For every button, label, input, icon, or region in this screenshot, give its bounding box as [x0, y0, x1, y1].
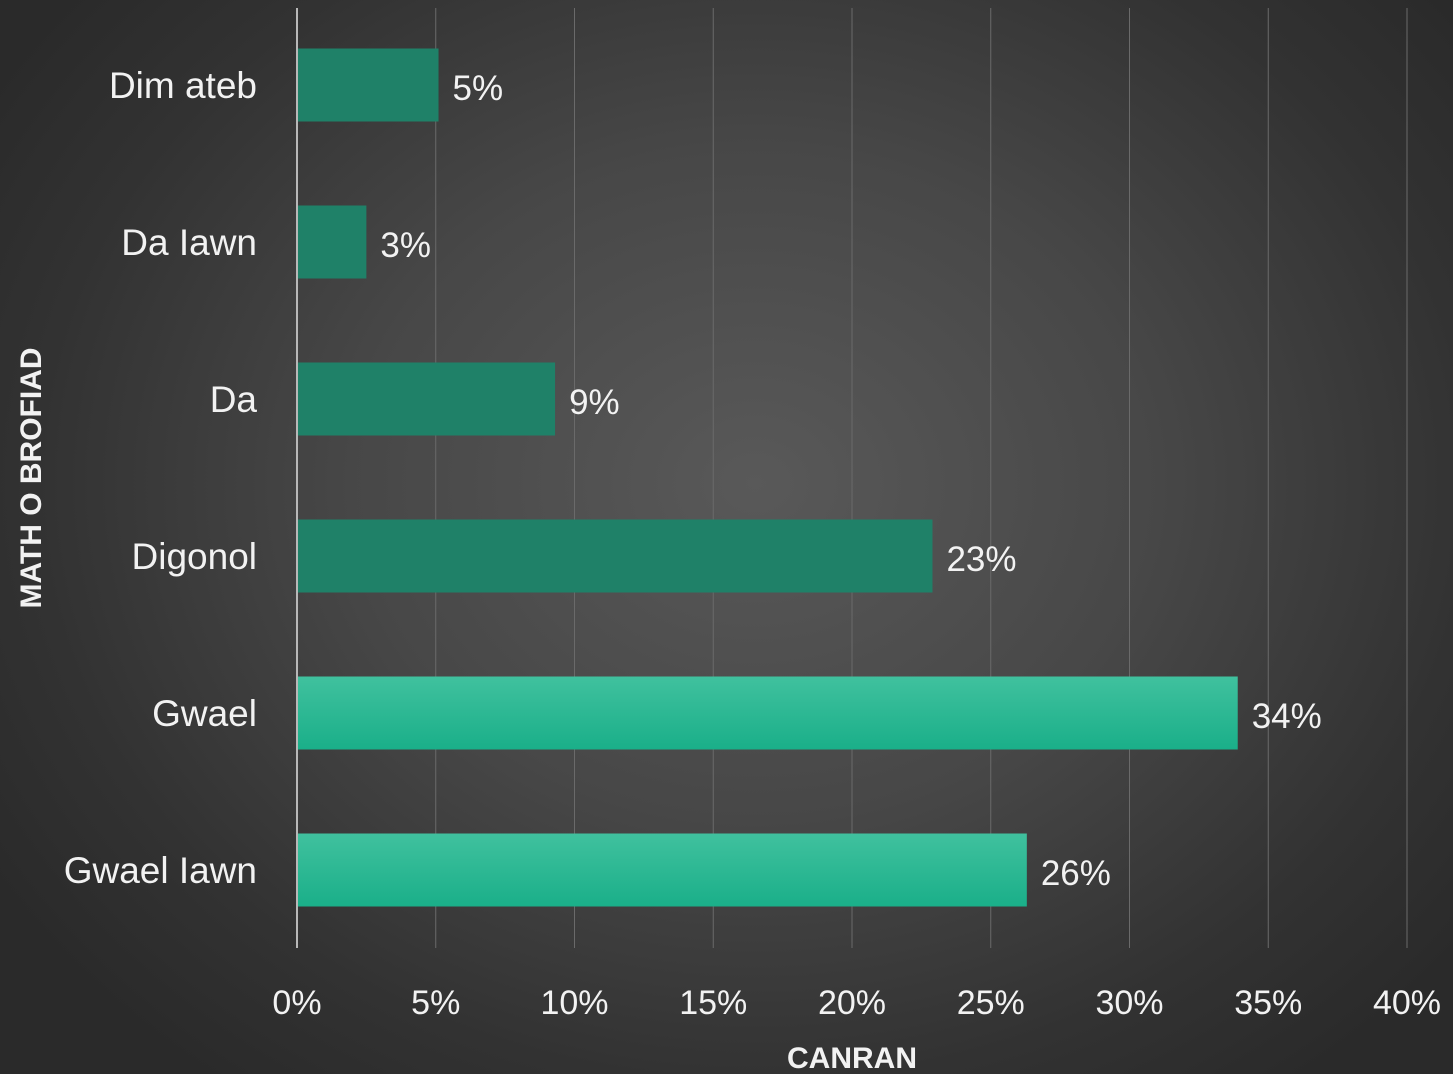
x-axis-title: CANRAN	[787, 1042, 917, 1074]
category-label-da-iawn: Da Iawn	[121, 222, 257, 263]
category-label-gwael-iawn: Gwael Iawn	[64, 850, 257, 891]
x-tick-labels: 0% 5% 10% 15% 20% 25% 30% 35% 40%	[272, 984, 1441, 1022]
x-tick-label-20: 20%	[818, 984, 886, 1022]
gridlines	[435, 8, 1408, 948]
bar-gwael	[297, 676, 1238, 750]
y-axis-title: MATH O BROFIAD	[15, 347, 48, 608]
bar-da-iawn	[297, 205, 367, 279]
data-labels: 5% 3% 9% 23% 34% 26%	[380, 69, 1321, 893]
x-tick-label-30: 30%	[1095, 984, 1163, 1022]
x-tick-label-10: 10%	[540, 984, 608, 1022]
x-tick-label-25: 25%	[957, 984, 1025, 1022]
data-label-dim-ateb: 5%	[453, 69, 504, 108]
category-labels: Dim ateb Da Iawn Da Digonol Gwael Gwael Iawn	[64, 65, 258, 891]
data-label-da-iawn: 3%	[380, 226, 431, 265]
x-tick-label-5: 5%	[411, 984, 460, 1022]
x-tick-label-35: 35%	[1234, 984, 1302, 1022]
bars	[297, 48, 1238, 907]
category-label-dim-ateb: Dim ateb	[109, 65, 257, 106]
data-label-gwael: 34%	[1252, 697, 1322, 736]
category-label-digonol: Digonol	[132, 536, 257, 577]
bar-digonol	[297, 519, 933, 593]
bar-da	[297, 362, 556, 436]
bar-dim-ateb	[297, 48, 439, 122]
category-label-da: Da	[210, 379, 258, 420]
x-tick-label-15: 15%	[679, 984, 747, 1022]
category-label-gwael: Gwael	[152, 693, 257, 734]
x-tick-label-40: 40%	[1373, 984, 1441, 1022]
data-label-gwael-iawn: 26%	[1041, 854, 1111, 893]
data-label-da: 9%	[569, 383, 620, 422]
x-tick-label-0: 0%	[272, 984, 321, 1022]
bar-gwael-iawn	[297, 833, 1027, 907]
data-label-digonol: 23%	[946, 540, 1016, 579]
